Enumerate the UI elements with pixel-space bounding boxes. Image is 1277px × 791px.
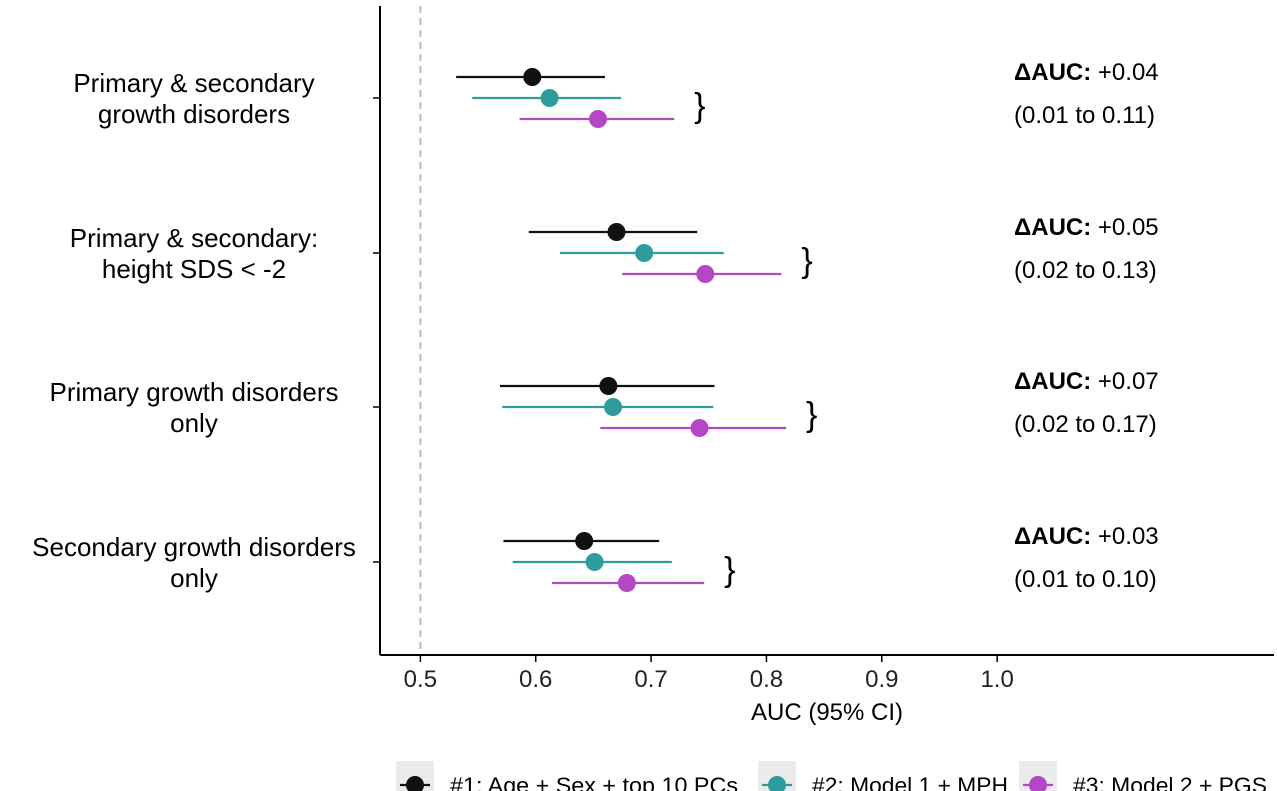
delta-auc-key: ΔAUC: [1014, 59, 1091, 86]
brace-icon: } [694, 87, 705, 125]
point-estimate [599, 377, 618, 395]
delta-auc-key: ΔAUC: [1014, 523, 1091, 550]
delta-auc-key: ΔAUC: [1014, 368, 1091, 395]
group-label: Secondary growth disorders only [32, 532, 356, 593]
group-label-line: Secondary growth disorders [32, 532, 356, 562]
legend-label: #2: Model 1 + MPH [812, 773, 1008, 791]
brace-icon: } [724, 551, 735, 589]
delta-auc-key: ΔAUC: [1014, 214, 1091, 241]
brace-icon: } [806, 396, 817, 434]
legend-item: #2: Model 1 + MPH [758, 761, 1008, 791]
delta-auc-label: ΔAUC: +0.07 [1014, 368, 1159, 395]
legend: #1: Age + Sex + top 10 PCs #2: Model 1 + … [396, 761, 1267, 791]
point-estimate [523, 68, 542, 86]
point-estimate [540, 89, 559, 107]
delta-auc-value: +0.03 [1091, 523, 1158, 550]
delta-auc-label: ΔAUC: +0.03 [1014, 523, 1159, 550]
legend-label: #3: Model 2 + PGS [1073, 773, 1267, 791]
point-estimate [585, 553, 604, 571]
x-tick-label: 0.7 [634, 666, 667, 693]
group-row: Primary & secondary growth disorders} ΔAUC… [73, 59, 1158, 129]
delta-auc-ci: (0.01 to 0.10) [1014, 566, 1157, 593]
group-label: Primary & secondary: height SDS < -2 [70, 223, 319, 284]
delta-auc-value: +0.05 [1091, 214, 1158, 241]
group-rows: Primary & secondary growth disorders} ΔAUC… [32, 59, 1159, 593]
x-ticks: 0.5 0.6 0.7 0.8 0.9 1.0 [404, 655, 1014, 693]
group-label-line: growth disorders [98, 99, 290, 129]
delta-auc-ci: (0.02 to 0.13) [1014, 257, 1157, 284]
point-estimate [607, 223, 626, 241]
legend-marker [406, 776, 424, 791]
point-estimate [604, 398, 623, 416]
group-row: Primary & secondary: height SDS < -2} ΔAUC… [70, 214, 1159, 284]
point-estimate [696, 265, 715, 283]
point-estimate [589, 110, 608, 128]
x-tick-label: 0.9 [865, 666, 898, 693]
x-tick-label: 0.5 [404, 666, 437, 693]
delta-auc-value: +0.04 [1091, 59, 1158, 86]
point-estimate [575, 532, 594, 550]
group-label-line: only [170, 408, 218, 438]
x-tick-label: 1.0 [980, 666, 1013, 693]
delta-auc-ci: (0.01 to 0.11) [1014, 102, 1155, 129]
group-label-line: Primary & secondary [73, 68, 314, 98]
x-tick-label: 0.8 [750, 666, 783, 693]
point-estimate [617, 574, 636, 592]
legend-marker [1029, 776, 1047, 791]
group-label: Primary growth disorders only [50, 377, 339, 438]
legend-label: #1: Age + Sex + top 10 PCs [450, 773, 738, 791]
point-estimate [635, 244, 654, 262]
delta-auc-value: +0.07 [1091, 368, 1158, 395]
group-label-line: Primary growth disorders [50, 377, 339, 407]
group-row: Secondary growth disorders only} ΔAUC: +0.… [32, 523, 1159, 593]
x-tick-label: 0.6 [519, 666, 552, 693]
legend-item: #1: Age + Sex + top 10 PCs [396, 761, 738, 791]
legend-item: #3: Model 2 + PGS [1019, 761, 1267, 791]
legend-marker [768, 776, 786, 791]
group-label-line: height SDS < -2 [102, 254, 286, 284]
delta-auc-label: ΔAUC: +0.04 [1014, 59, 1159, 86]
axes: AUC (95% CI) [379, 6, 1274, 726]
group-label-line: only [170, 563, 218, 593]
x-axis-title: AUC (95% CI) [751, 699, 903, 726]
group-label-line: Primary & secondary: [70, 223, 319, 253]
group-row: Primary growth disorders only} ΔAUC: +0.07… [50, 368, 1159, 438]
delta-auc-label: ΔAUC: +0.05 [1014, 214, 1159, 241]
brace-icon: } [801, 242, 812, 280]
group-label: Primary & secondary growth disorders [73, 68, 314, 129]
delta-auc-ci: (0.02 to 0.17) [1014, 411, 1157, 438]
point-estimate [690, 419, 709, 437]
